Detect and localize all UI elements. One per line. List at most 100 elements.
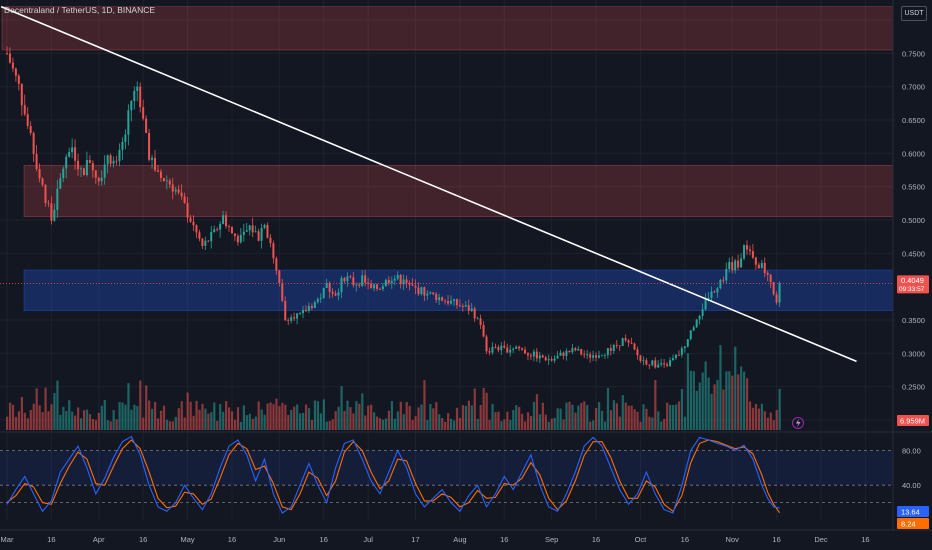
candle-body xyxy=(627,340,630,343)
candle-body xyxy=(538,355,541,359)
candle-body xyxy=(464,305,467,307)
candle-body xyxy=(352,277,355,286)
candle-body xyxy=(159,171,162,178)
candle-body xyxy=(417,287,420,295)
volume-bar xyxy=(405,402,408,430)
candle-body xyxy=(491,346,494,353)
volume-bar xyxy=(80,418,83,430)
time-tick-label: Sep xyxy=(545,535,558,544)
candle-body xyxy=(683,346,686,349)
volume-bar xyxy=(636,411,639,430)
stochastic-tick-label: 80.00 xyxy=(902,446,921,455)
stochastic-pane xyxy=(0,431,932,514)
volume-bar xyxy=(651,417,654,430)
candle-body xyxy=(592,355,595,358)
candle-body xyxy=(148,132,151,160)
volume-bar xyxy=(319,413,322,430)
volume-bar xyxy=(281,402,284,430)
volume-bar xyxy=(376,416,379,430)
candle-body xyxy=(222,215,225,224)
candle-body xyxy=(414,285,417,288)
candle-body xyxy=(743,245,746,259)
candle-body xyxy=(612,345,615,351)
candle-body xyxy=(589,354,592,358)
volume-bar xyxy=(769,412,772,430)
candle-body xyxy=(722,279,725,281)
volume-bar xyxy=(97,412,100,430)
candle-body xyxy=(151,157,154,160)
volume-layer xyxy=(6,345,781,430)
volume-bar xyxy=(136,406,139,430)
candle-body xyxy=(293,317,296,319)
volume-bar xyxy=(630,405,633,430)
volume-bar xyxy=(612,400,615,430)
candle-body xyxy=(704,299,707,310)
candle-body xyxy=(701,309,704,316)
volume-bar xyxy=(731,375,734,430)
volume-bar xyxy=(82,410,86,430)
candle-body xyxy=(621,338,624,346)
candle-body xyxy=(559,352,562,356)
candle-body xyxy=(384,279,387,287)
volume-bar xyxy=(17,411,21,430)
volume-bar xyxy=(340,386,343,430)
candle-body xyxy=(636,349,639,356)
volume-bar xyxy=(435,402,438,430)
candle-body xyxy=(11,62,14,69)
candle-body xyxy=(405,279,408,283)
candle-body xyxy=(358,284,361,286)
candle-body xyxy=(216,229,219,231)
candle-body xyxy=(100,177,103,182)
candle-body xyxy=(556,355,559,359)
volume-tag-value: 6.959M xyxy=(900,417,925,426)
volume-bar xyxy=(743,371,746,430)
volume-bar xyxy=(740,366,743,430)
volume-bar xyxy=(669,404,672,430)
currency-button[interactable]: USDT xyxy=(901,6,927,21)
candle-body xyxy=(772,282,775,295)
last-price-value: 0.4049 xyxy=(901,276,924,285)
volume-bar xyxy=(535,394,539,430)
volume-bar xyxy=(509,419,512,430)
candle-body xyxy=(65,156,68,169)
volume-bar xyxy=(512,410,515,430)
volume-bar xyxy=(760,403,763,430)
volume-bar xyxy=(763,411,766,430)
volume-bar xyxy=(77,407,80,430)
price-tick-label: 0.2500 xyxy=(902,383,925,392)
volume-bar xyxy=(62,406,65,430)
volume-bar xyxy=(494,412,497,430)
candle-body xyxy=(257,231,260,241)
volume-bar xyxy=(648,416,651,430)
time-tick-label: Oct xyxy=(635,535,648,544)
candle-body xyxy=(583,354,586,356)
volume-bar xyxy=(381,419,385,430)
volume-bar xyxy=(121,402,124,430)
candle-body xyxy=(630,342,633,344)
volume-bar xyxy=(361,393,364,430)
chart-title: Decentraland / TetherUS, 1D, BINANCE xyxy=(4,5,156,15)
candle-body xyxy=(331,291,334,294)
candle-body xyxy=(325,283,328,288)
volume-bar xyxy=(583,401,586,430)
volume-bar xyxy=(600,410,604,430)
candle-body xyxy=(633,343,636,350)
price-tick-label: 0.4500 xyxy=(902,249,925,258)
volume-bar xyxy=(571,404,574,430)
candle-body xyxy=(455,299,458,306)
time-tick-label: May xyxy=(180,535,194,544)
time-tick-label: 16 xyxy=(228,535,236,544)
time-tick-label: 16 xyxy=(681,535,689,544)
candle-body xyxy=(600,355,603,357)
candle-body xyxy=(423,287,426,296)
candle-body xyxy=(716,288,719,293)
volume-bar xyxy=(728,371,731,430)
candle-body xyxy=(390,280,393,284)
candle-body xyxy=(35,154,38,170)
volume-bar xyxy=(541,402,544,430)
candle-body xyxy=(740,258,743,268)
candle-body xyxy=(355,284,358,286)
candle-body xyxy=(378,288,381,290)
